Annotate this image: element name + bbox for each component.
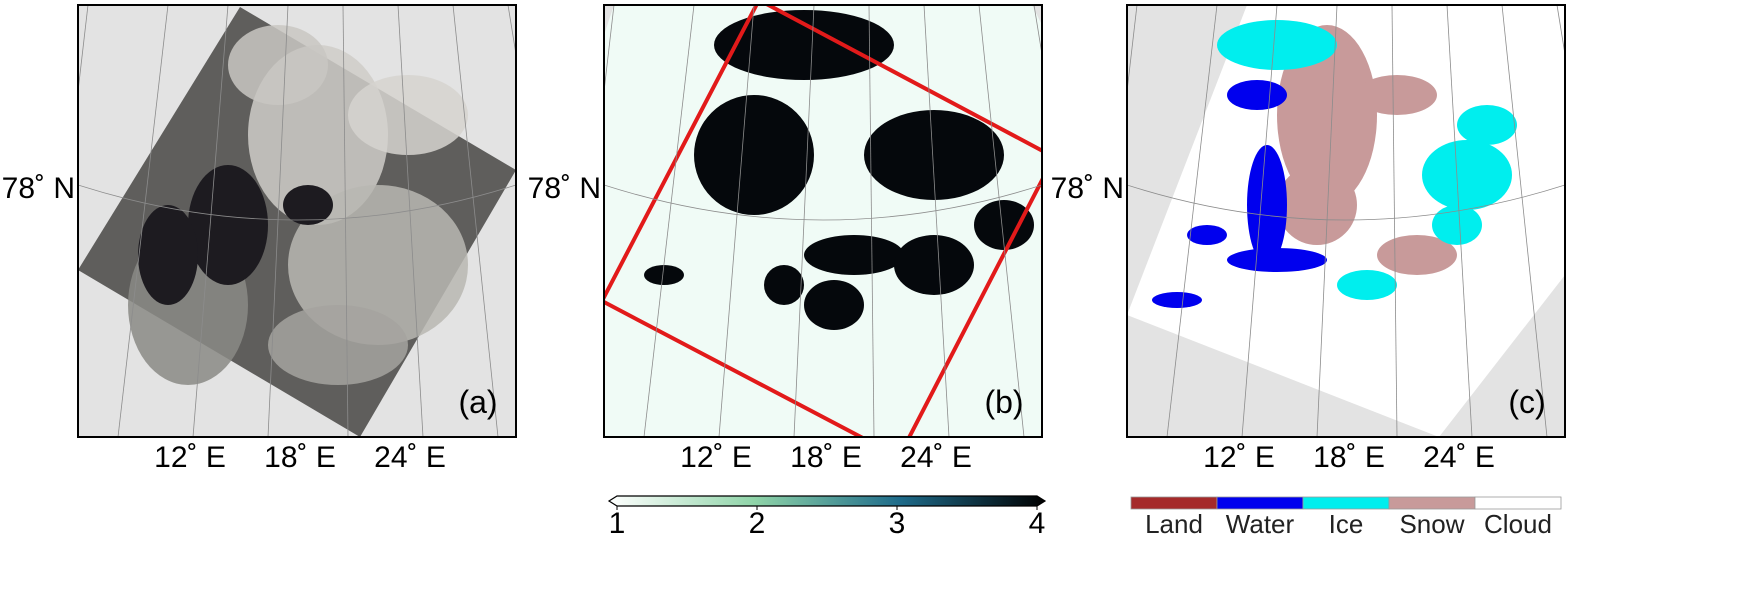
ice: [1422, 140, 1512, 210]
water: [188, 165, 268, 285]
colorbar-tick-label: 2: [749, 507, 766, 540]
meridian: [868, 5, 875, 437]
meridian: [978, 5, 1025, 437]
legend-label: Water: [1226, 509, 1295, 539]
lon-label: 24˚ E: [900, 441, 972, 474]
legend-swatch: [1216, 496, 1304, 510]
water: [1227, 248, 1327, 272]
lon-label: 24˚ E: [374, 441, 446, 474]
colorbar-tick-label: 3: [889, 507, 906, 540]
ice: [1217, 20, 1337, 70]
snow: [1357, 75, 1437, 115]
ice: [1337, 270, 1397, 300]
lon-label: 12˚ E: [154, 441, 226, 474]
legend-swatch: [1388, 496, 1476, 510]
frame-outline: [604, 5, 1042, 437]
legend-label: Cloud: [1484, 509, 1552, 539]
image-texture: [268, 305, 408, 385]
colorbar-tick-label: 4: [1029, 507, 1046, 540]
water: [1227, 80, 1287, 110]
meridian: [452, 5, 499, 437]
snow: [1277, 25, 1377, 205]
dark-region: [894, 235, 974, 295]
panel-label: (a): [458, 384, 497, 420]
map-border: [603, 4, 1043, 438]
water: [1187, 225, 1227, 245]
meridian: [643, 5, 695, 437]
dark-region: [714, 10, 894, 80]
dark-region: [864, 110, 1004, 200]
meridian: [1241, 5, 1278, 437]
parallel: [604, 184, 1042, 221]
lat-label: 78˚ N: [528, 172, 601, 205]
legend-swatch: [1130, 496, 1218, 510]
water: [1247, 145, 1287, 265]
meridian: [1446, 5, 1473, 437]
water: [138, 205, 198, 305]
water: [1152, 292, 1202, 308]
meridian: [507, 5, 516, 57]
meridian: [192, 5, 229, 437]
legend-swatch: [1474, 496, 1562, 510]
dark-region: [804, 280, 864, 330]
lon-label: 24˚ E: [1423, 441, 1495, 474]
meridian: [1033, 5, 1042, 57]
lon-label: 18˚ E: [264, 441, 336, 474]
lon-label: 12˚ E: [1203, 441, 1275, 474]
snow: [1277, 165, 1357, 245]
meridian: [342, 5, 349, 437]
lon-label: 18˚ E: [1313, 441, 1385, 474]
map-border: [1126, 4, 1566, 438]
meridian: [1316, 5, 1338, 437]
image-texture: [228, 25, 328, 105]
legend-label: Land: [1145, 509, 1203, 539]
meridian: [78, 5, 89, 95]
dark-region: [764, 265, 804, 305]
water: [283, 185, 333, 225]
legend-label: Ice: [1329, 509, 1364, 539]
meridian: [267, 5, 289, 437]
meridian: [1127, 5, 1138, 95]
lon-label: 12˚ E: [680, 441, 752, 474]
parallel: [1127, 184, 1565, 221]
lat-label: 78˚ N: [2, 172, 75, 205]
map-panel: [604, 5, 1042, 437]
panel-label: (c): [1508, 384, 1545, 420]
meridian: [923, 5, 950, 437]
meridian: [397, 5, 424, 437]
colorbar-tick-label: 1: [609, 507, 626, 540]
colorbar: [607, 495, 1047, 507]
map-panel: [78, 5, 516, 437]
lat-label: 78˚ N: [1051, 172, 1124, 205]
meridian: [604, 5, 615, 95]
meridian: [1391, 5, 1398, 437]
dark-region: [694, 95, 814, 215]
legend-label: Snow: [1399, 509, 1464, 539]
meridian: [793, 5, 815, 437]
map-border: [77, 4, 517, 438]
meridian: [117, 5, 169, 437]
map-panel: [1127, 5, 1565, 437]
legend-swatch: [1302, 496, 1390, 510]
image-texture: [288, 185, 468, 345]
meridian: [1556, 5, 1565, 57]
snow: [1377, 235, 1457, 275]
ice: [1432, 205, 1482, 245]
meridian: [718, 5, 755, 437]
dark-region: [804, 235, 904, 275]
meridian: [1166, 5, 1218, 437]
dark-region: [974, 200, 1034, 250]
ice: [1457, 105, 1517, 145]
meridian: [1501, 5, 1548, 437]
dark-region: [644, 265, 684, 285]
panel-label: (b): [984, 384, 1023, 420]
lon-label: 18˚ E: [790, 441, 862, 474]
parallel: [78, 184, 516, 221]
image-texture: [348, 75, 468, 155]
